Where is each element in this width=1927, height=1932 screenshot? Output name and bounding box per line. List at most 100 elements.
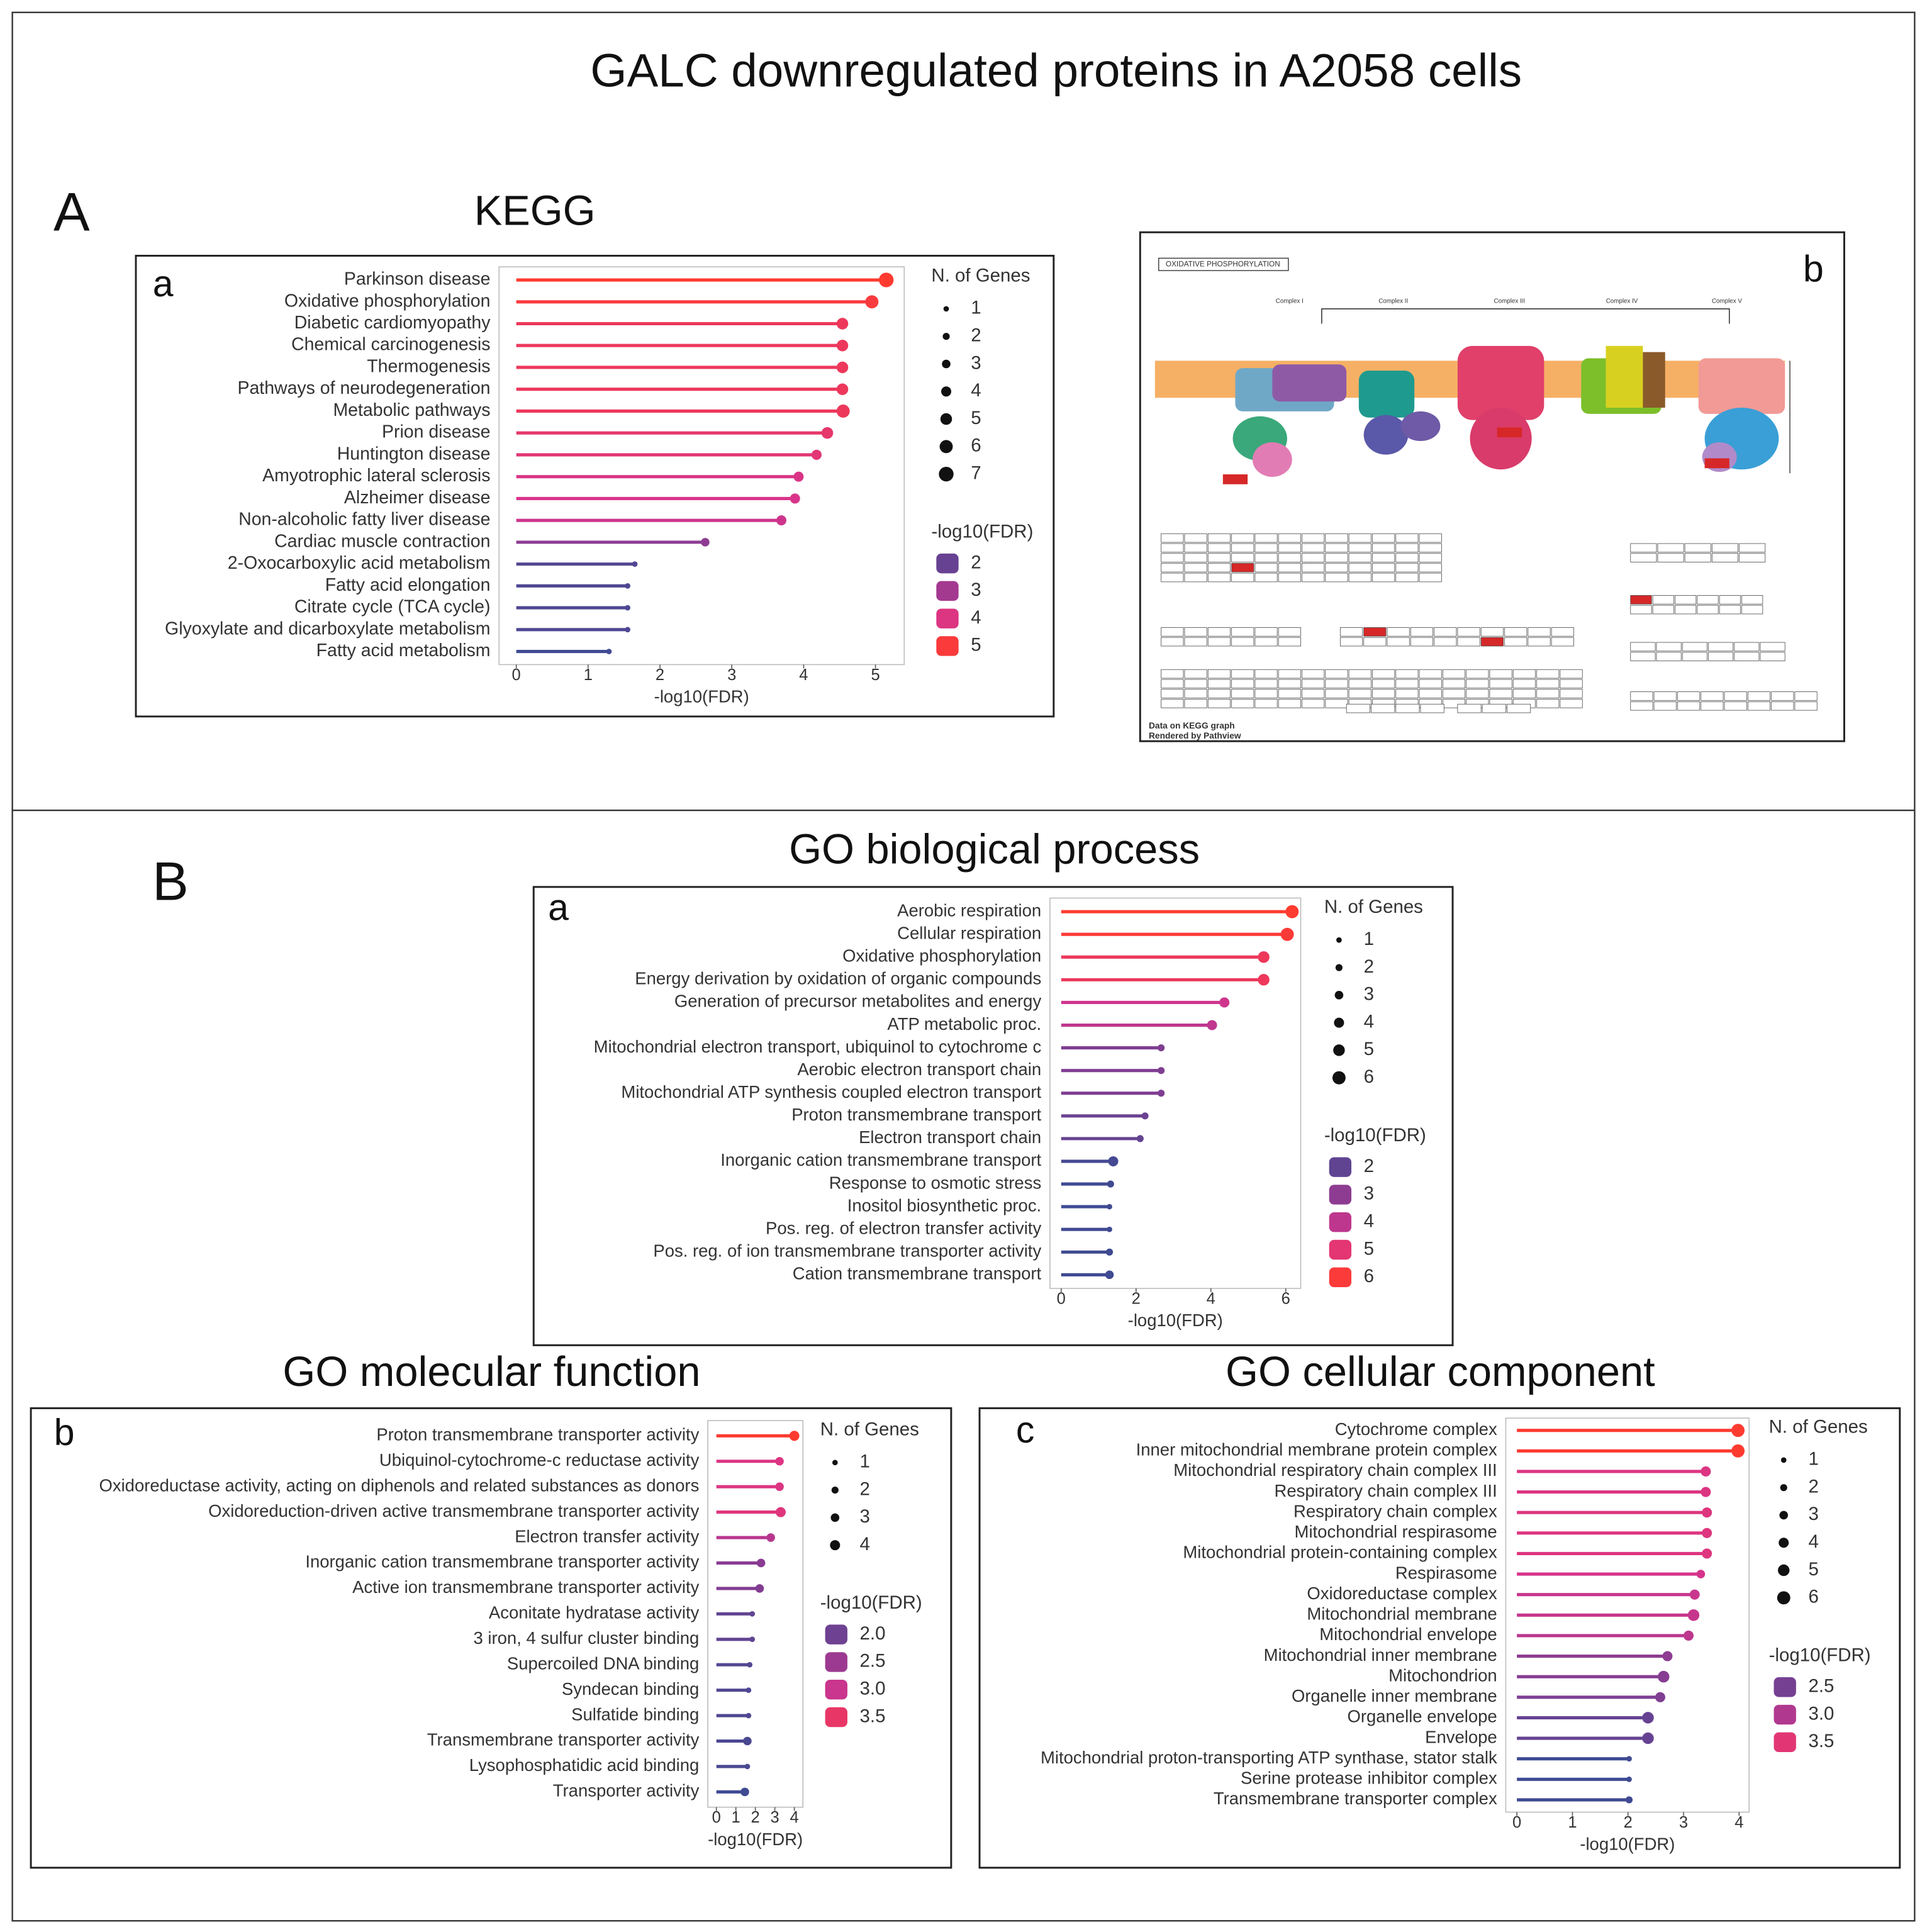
category-label: Mitochondrial inner membrane [1264, 1645, 1497, 1665]
gene-cell [1325, 689, 1348, 698]
gene-cell [1278, 669, 1301, 679]
gene-cell [1734, 652, 1760, 661]
category-label: Lysophosphatidic acid binding [469, 1755, 700, 1775]
category-label: Respiratory chain complex [1293, 1501, 1497, 1521]
lollipop-head [793, 471, 804, 482]
gene-cell [1254, 572, 1278, 583]
x-tick-label: 2 [1624, 1814, 1633, 1831]
legend-color-key [825, 1707, 847, 1728]
legend-size-label: 1 [1809, 1449, 1819, 1470]
gene-cell [1652, 605, 1674, 615]
lollipop-head [865, 295, 879, 309]
gene-cell [1207, 543, 1231, 553]
complex-label: Complex IV [1606, 298, 1638, 305]
gene-cell [1207, 533, 1231, 543]
complex-label: Complex II [1378, 298, 1408, 305]
gene-cell [1207, 563, 1231, 572]
gene-cell [1207, 698, 1231, 708]
gene-cell [1512, 689, 1536, 698]
lollipop-head [1701, 1487, 1711, 1497]
gene-cell [1231, 543, 1254, 553]
category-label: Inner mitochondrial membrane protein com… [1136, 1440, 1497, 1460]
gene-cell [1302, 698, 1325, 708]
gene-cell [1372, 572, 1395, 583]
category-label: 2-Oxocarboxylic acid metabolism [228, 553, 491, 573]
category-label: Envelope [1425, 1727, 1497, 1746]
category-label: Diabetic cardiomyopathy [294, 313, 491, 333]
gene-cell [1656, 642, 1682, 652]
gene-cell [1630, 605, 1652, 615]
gene-cell [1302, 553, 1325, 562]
gene-cell [1684, 553, 1711, 562]
gene-cell [1652, 595, 1674, 605]
gene-cell [1231, 669, 1254, 679]
category-label: Organelle envelope [1347, 1707, 1497, 1726]
gene-cell [1434, 627, 1457, 637]
gene-cell [1184, 543, 1207, 553]
legend-size-label: 2 [1809, 1476, 1819, 1497]
figure-title: GALC downregulated proteins in A2058 cel… [590, 44, 1522, 97]
legend-size-label: 4 [1364, 1011, 1374, 1032]
complex-shape [1272, 364, 1347, 402]
lollipop-head [766, 1533, 775, 1542]
legend-size-key [941, 386, 952, 397]
gene-cell [1747, 691, 1771, 701]
legend-color-label: 4 [971, 607, 981, 628]
gene-cell [1302, 533, 1325, 543]
lollipop-head [1701, 1466, 1711, 1477]
gene-cell [1278, 637, 1301, 647]
gene-tables [1161, 533, 1818, 713]
complex-label: Complex I [1276, 298, 1304, 305]
gene-cell [1231, 679, 1254, 689]
legend-color-label: 5 [1364, 1238, 1374, 1259]
category-label: Pos. reg. of electron transfer activity [766, 1218, 1041, 1237]
gene-cell [1325, 553, 1348, 562]
legend-color-key [1329, 1239, 1352, 1260]
legend-size-key [1779, 1538, 1789, 1548]
legend-size-label: 5 [1809, 1559, 1819, 1580]
gene-cell [1630, 543, 1657, 553]
legend-size-label: 2 [971, 325, 981, 346]
category-label: Alzheimer disease [344, 488, 491, 508]
lollipop-head [749, 1636, 756, 1643]
gene-cell [1254, 698, 1278, 708]
lollipop-head [743, 1736, 752, 1746]
category-label: Electron transport chain [859, 1127, 1041, 1147]
lollipop-head [1141, 1112, 1149, 1120]
category-label: Mitochondrial proton-transporting ATP sy… [1041, 1748, 1497, 1767]
gene-cell [1410, 627, 1434, 637]
lollipop-head [701, 538, 710, 547]
legend-color-label: 2.5 [860, 1651, 886, 1672]
legend-size-key [1778, 1564, 1790, 1577]
gene-cell [1161, 543, 1184, 553]
gene-cell [1457, 637, 1480, 647]
gene-cell [1278, 533, 1301, 543]
x-tick-label: 4 [1734, 1814, 1743, 1831]
legend-color-label: 3.0 [1809, 1703, 1835, 1724]
gene-cell [1372, 533, 1395, 543]
lollipop-head [775, 1456, 784, 1466]
gene-cell [1372, 553, 1395, 562]
legend-size-label: 3 [1809, 1504, 1819, 1524]
gene-cell [1231, 533, 1254, 543]
x-axis-label: -log10(FDR) [1580, 1834, 1675, 1854]
gene-cell [1457, 627, 1480, 637]
gene-cell [1254, 679, 1278, 689]
category-label: Active ion transmembrane transporter act… [352, 1577, 699, 1597]
legend-size-key [942, 359, 951, 369]
x-tick-label: 6 [1282, 1290, 1290, 1307]
legend-size-key [942, 333, 950, 340]
gene-cell [1348, 679, 1371, 689]
lollipop-head [1687, 1609, 1700, 1621]
gene-cell [1231, 689, 1254, 698]
lollipop-head [746, 1687, 752, 1693]
gene-cell [1419, 543, 1442, 553]
gene-cell [1536, 679, 1560, 689]
legend-color-key [1329, 1267, 1352, 1287]
gene-cell [1184, 698, 1207, 708]
gene-cell [1480, 637, 1504, 647]
chart-title: GO molecular function [282, 1349, 700, 1395]
lollipop-head [1107, 1180, 1114, 1188]
gene-cell [1708, 642, 1734, 652]
